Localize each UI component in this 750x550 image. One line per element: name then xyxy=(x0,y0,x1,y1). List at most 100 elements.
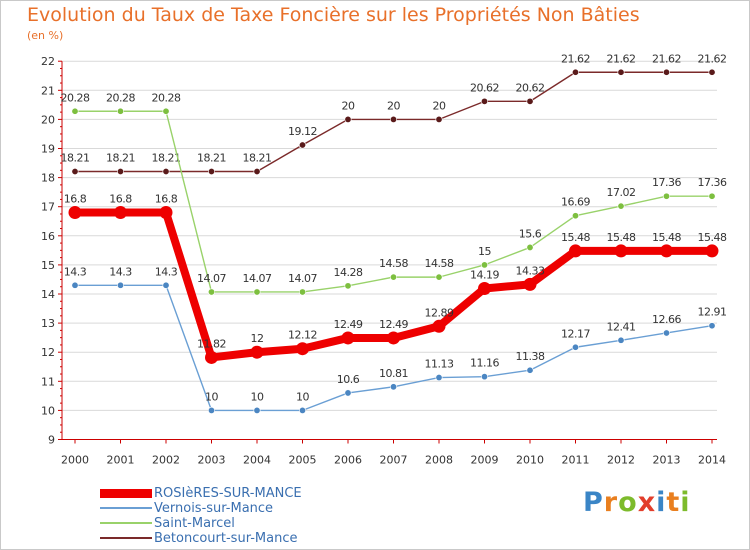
legend-swatch xyxy=(100,537,152,539)
data-point-vernois-sur-mance xyxy=(662,329,670,337)
x-tick-label-2009: 2009 xyxy=(471,454,499,467)
data-point-saint-marcel xyxy=(708,192,716,200)
data-point-vernois-sur-mance xyxy=(389,383,397,391)
logo-letter: t xyxy=(666,487,681,518)
data-point-rosi-res-sur-mance xyxy=(387,331,400,345)
data-label-vernois-sur-mance: 11.38 xyxy=(516,350,545,363)
logo-letter: r xyxy=(603,487,619,518)
data-label-rosi-res-sur-mance: 15.48 xyxy=(607,231,636,244)
data-label-betoncourt-sur-mance: 20.62 xyxy=(470,81,499,94)
data-point-betoncourt-sur-mance xyxy=(344,115,352,123)
data-label-saint-marcel: 14.58 xyxy=(379,257,408,270)
data-label-saint-marcel: 20.28 xyxy=(106,91,135,104)
data-point-rosi-res-sur-mance xyxy=(296,342,309,356)
data-point-betoncourt-sur-mance xyxy=(117,167,125,175)
data-label-rosi-res-sur-mance: 15.48 xyxy=(698,231,727,244)
data-point-vernois-sur-mance xyxy=(208,406,216,414)
data-label-betoncourt-sur-mance: 20 xyxy=(433,99,446,112)
data-point-betoncourt-sur-mance xyxy=(571,68,579,76)
data-point-saint-marcel xyxy=(571,212,579,220)
x-tick-label-2000: 2000 xyxy=(61,454,89,467)
x-tick-label-2003: 2003 xyxy=(198,454,226,467)
logo-letter: o xyxy=(618,487,638,518)
data-label-vernois-sur-mance: 10 xyxy=(296,390,309,403)
data-point-vernois-sur-mance xyxy=(617,336,625,344)
data-point-saint-marcel xyxy=(662,192,670,200)
data-point-rosi-res-sur-mance xyxy=(660,244,673,258)
data-point-vernois-sur-mance xyxy=(480,373,488,381)
data-point-betoncourt-sur-mance xyxy=(298,141,306,149)
y-tick-label-10: 10 xyxy=(41,404,55,417)
data-label-saint-marcel: 14.07 xyxy=(243,272,272,285)
data-point-betoncourt-sur-mance xyxy=(526,97,534,105)
x-tick-label-2013: 2013 xyxy=(653,454,681,467)
data-point-vernois-sur-mance xyxy=(253,406,261,414)
data-point-rosi-res-sur-mance xyxy=(250,345,264,359)
x-tick-label-2011: 2011 xyxy=(562,454,590,467)
data-label-betoncourt-sur-mance: 21.62 xyxy=(652,52,681,65)
data-label-rosi-res-sur-mance: 15.48 xyxy=(561,231,590,244)
data-point-betoncourt-sur-mance xyxy=(208,167,216,175)
y-tick-label-9: 9 xyxy=(48,434,55,447)
data-point-rosi-res-sur-mance xyxy=(341,331,355,345)
data-point-vernois-sur-mance xyxy=(162,281,170,289)
data-point-rosi-res-sur-mance xyxy=(159,206,173,220)
data-point-saint-marcel xyxy=(389,273,397,281)
data-point-saint-marcel xyxy=(208,288,216,296)
data-label-saint-marcel: 20.28 xyxy=(152,91,181,104)
data-point-vernois-sur-mance xyxy=(344,389,352,397)
data-label-betoncourt-sur-mance: 18.21 xyxy=(152,151,181,164)
y-tick-label-22: 22 xyxy=(41,55,55,68)
data-label-betoncourt-sur-mance: 21.62 xyxy=(561,52,590,65)
data-point-saint-marcel xyxy=(298,288,306,296)
data-label-betoncourt-sur-mance: 18.21 xyxy=(106,151,135,164)
data-label-vernois-sur-mance: 10 xyxy=(205,390,218,403)
data-point-betoncourt-sur-mance xyxy=(389,115,397,123)
data-point-vernois-sur-mance xyxy=(298,406,306,414)
data-point-rosi-res-sur-mance xyxy=(478,281,491,295)
x-tick-label-2010: 2010 xyxy=(516,454,544,467)
y-tick-label-11: 11 xyxy=(41,375,55,388)
data-point-betoncourt-sur-mance xyxy=(71,167,79,175)
legend-item: ROSIèRES-SUR-MANCE xyxy=(100,486,302,501)
data-label-betoncourt-sur-mance: 20.62 xyxy=(516,81,545,94)
data-point-betoncourt-sur-mance xyxy=(435,115,443,123)
data-point-rosi-res-sur-mance xyxy=(432,319,446,333)
data-point-rosi-res-sur-mance xyxy=(523,277,537,291)
data-label-betoncourt-sur-mance: 21.62 xyxy=(607,52,636,65)
data-label-saint-marcel: 20.28 xyxy=(61,91,90,104)
data-label-rosi-res-sur-mance: 11.82 xyxy=(197,337,226,350)
y-tick-label-20: 20 xyxy=(41,113,55,126)
data-label-vernois-sur-mance: 12.41 xyxy=(607,320,636,333)
data-point-rosi-res-sur-mance xyxy=(205,350,218,364)
x-tick-label-2008: 2008 xyxy=(425,454,453,467)
y-tick-label-15: 15 xyxy=(41,259,55,272)
legend-swatch xyxy=(100,507,152,509)
data-label-vernois-sur-mance: 12.91 xyxy=(698,306,727,319)
data-label-vernois-sur-mance: 11.16 xyxy=(470,357,499,370)
data-label-rosi-res-sur-mance: 12 xyxy=(251,332,264,345)
data-label-betoncourt-sur-mance: 20 xyxy=(342,99,355,112)
data-point-saint-marcel xyxy=(344,282,352,290)
data-point-rosi-res-sur-mance xyxy=(68,206,82,220)
data-label-rosi-res-sur-mance: 12.89 xyxy=(425,306,454,319)
data-point-saint-marcel xyxy=(253,288,261,296)
data-label-saint-marcel: 17.36 xyxy=(698,176,727,189)
y-tick-label-17: 17 xyxy=(41,201,55,214)
data-point-vernois-sur-mance xyxy=(708,322,716,330)
data-point-betoncourt-sur-mance xyxy=(162,167,170,175)
data-label-rosi-res-sur-mance: 16.8 xyxy=(109,193,132,206)
data-label-rosi-res-sur-mance: 15.48 xyxy=(652,231,681,244)
x-tick-label-2001: 2001 xyxy=(107,454,135,467)
x-tick-label-2006: 2006 xyxy=(334,454,362,467)
data-point-vernois-sur-mance xyxy=(435,374,443,382)
legend-item: Vernois-sur-Mance xyxy=(100,501,273,516)
data-label-saint-marcel: 14.07 xyxy=(288,272,317,285)
data-label-betoncourt-sur-mance: 19.12 xyxy=(288,125,317,138)
data-label-betoncourt-sur-mance: 18.21 xyxy=(197,151,226,164)
data-point-saint-marcel xyxy=(480,261,488,269)
data-label-vernois-sur-mance: 11.13 xyxy=(425,358,454,371)
data-label-vernois-sur-mance: 12.17 xyxy=(561,327,590,340)
